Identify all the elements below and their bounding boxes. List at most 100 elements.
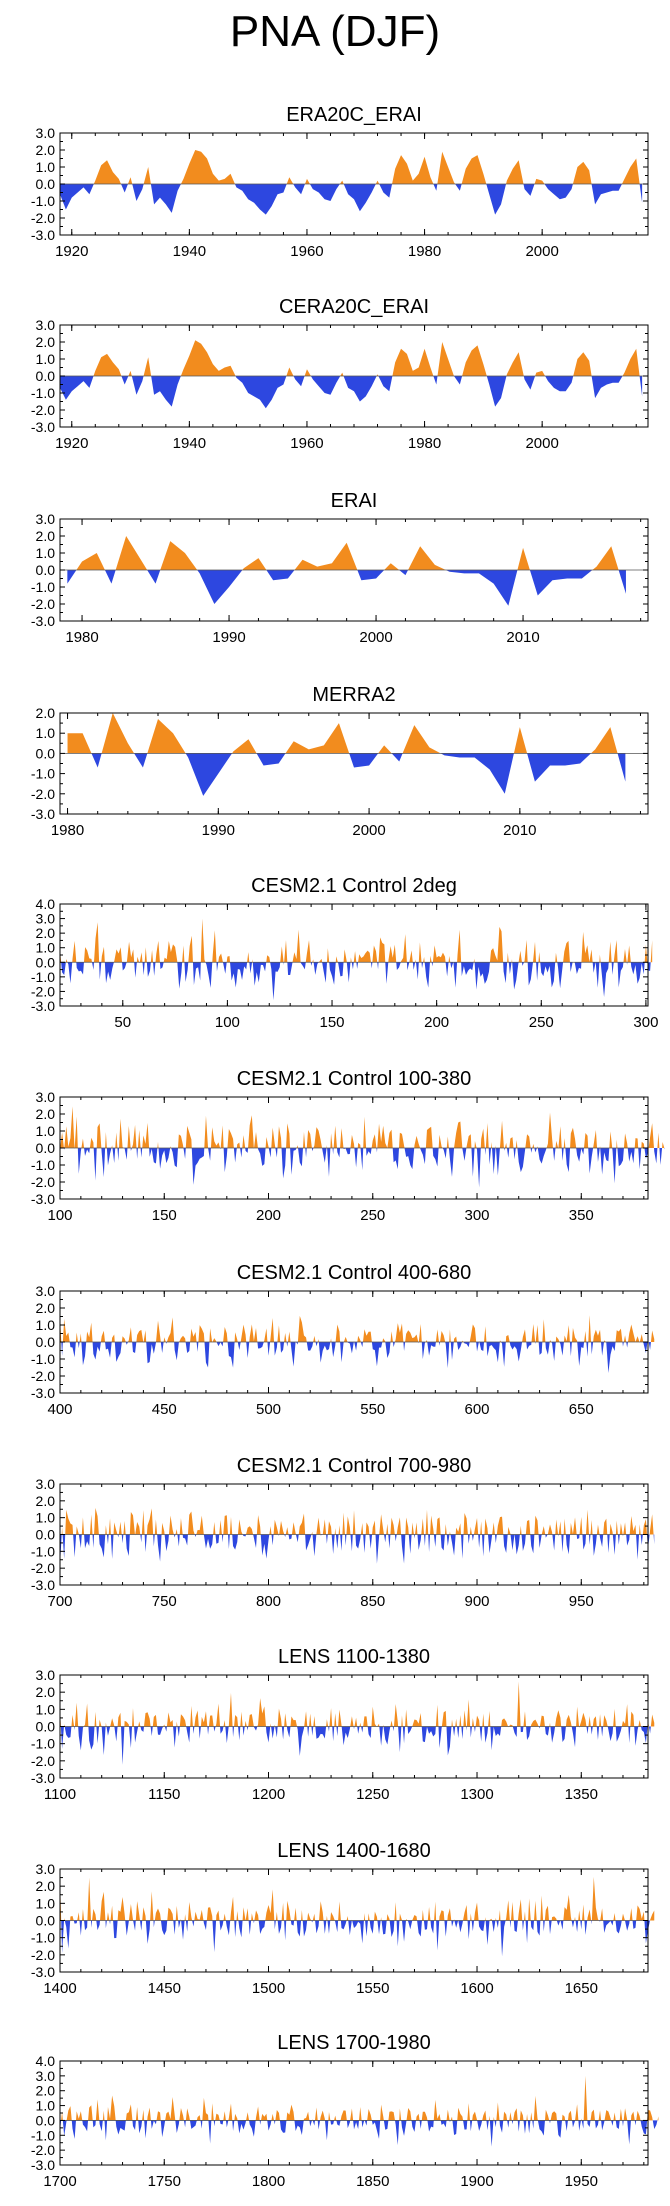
x-tick-label: 1650	[565, 1980, 598, 1997]
y-tick-label: -2.0	[31, 210, 55, 226]
y-tick-label: -3.0	[31, 1385, 55, 1401]
positive-area	[61, 2075, 659, 2121]
y-tick-label: -3.0	[31, 998, 55, 1014]
y-tick-label: -1.0	[31, 579, 55, 595]
x-tick-label: 1990	[212, 629, 245, 646]
x-tick-label: 1700	[43, 2173, 76, 2190]
x-tick-label: 2000	[525, 435, 558, 452]
x-tick-label: 500	[256, 1401, 281, 1418]
chart-panel-8: CESM2.1 Control 700-9803.02.01.00.0-1.0-…	[31, 1455, 655, 1610]
x-tick-label: 1960	[290, 243, 323, 260]
x-tick-label: 650	[569, 1401, 594, 1418]
y-tick-label: 3.0	[36, 1089, 56, 1105]
y-tick-label: -3.0	[31, 419, 55, 435]
x-tick-label: 1960	[290, 435, 323, 452]
x-tick-label: 1800	[252, 2173, 285, 2190]
y-tick-label: 1.0	[36, 940, 56, 956]
y-tick-label: 1.0	[36, 1123, 56, 1139]
chart-panel-6: CESM2.1 Control 100-3803.02.01.00.0-1.0-…	[31, 1068, 665, 1224]
page-title: PNA (DJF)	[229, 7, 441, 56]
y-tick-label: 0.0	[36, 954, 56, 970]
chart-panel-10: LENS 1400-16803.02.01.00.0-1.0-2.0-3.014…	[31, 1840, 655, 1997]
x-tick-label: 200	[256, 1207, 281, 1224]
x-tick-label: 250	[529, 1014, 554, 1031]
x-tick-label: 1900	[460, 2173, 493, 2190]
y-tick-label: -1.0	[31, 1157, 55, 1173]
x-tick-label: 800	[256, 1593, 281, 1610]
chart-title: ERAI	[331, 490, 378, 512]
y-tick-label: 3.0	[36, 1283, 56, 1299]
x-tick-label: 300	[465, 1207, 490, 1224]
y-tick-label: 0.0	[36, 745, 56, 761]
negative-area	[60, 184, 643, 215]
x-tick-label: 2000	[352, 822, 385, 839]
y-tick-label: 3.0	[36, 317, 56, 333]
negative-area	[61, 1920, 650, 1957]
x-tick-label: 1980	[65, 629, 98, 646]
plot-frame	[59, 2060, 649, 2166]
positive-area	[60, 1876, 655, 1921]
x-tick-label: 1150	[148, 1786, 180, 1803]
x-tick-label: 950	[569, 1593, 594, 1610]
y-tick-label: -3.0	[31, 806, 55, 822]
chart-panel-7: CESM2.1 Control 400-6803.02.01.00.0-1.0-…	[31, 1262, 655, 1418]
chart-title: CESM2.1 Control 100-380	[237, 1068, 472, 1090]
y-tick-label: 2.0	[36, 334, 56, 350]
positive-area	[93, 150, 640, 184]
x-tick-label: 100	[47, 1207, 72, 1224]
x-tick-label: 100	[215, 1014, 240, 1031]
y-tick-label: 1.0	[36, 159, 56, 175]
x-tick-label: 1100	[44, 1786, 76, 1803]
x-tick-label: 1980	[408, 435, 441, 452]
x-tick-label: 850	[360, 1593, 385, 1610]
chart-panel-5: CESM2.1 Control 2deg4.03.02.01.00.0-1.0-…	[31, 875, 659, 1031]
positive-area	[93, 340, 640, 376]
y-tick-label: -2.0	[31, 1947, 55, 1963]
positive-area	[67, 713, 618, 754]
negative-area	[67, 570, 626, 606]
y-tick-label: -2.0	[31, 596, 55, 612]
x-tick-label: 1350	[565, 1786, 598, 1803]
positive-area	[60, 1315, 655, 1342]
x-tick-label: 1940	[173, 243, 206, 260]
y-tick-label: -1.0	[31, 1543, 55, 1559]
positive-area	[76, 536, 619, 570]
y-tick-label: -2.0	[31, 2142, 55, 2158]
y-tick-label: -1.0	[31, 969, 55, 985]
positive-area	[60, 1106, 665, 1148]
x-tick-label: 1990	[202, 822, 235, 839]
x-tick-label: 350	[569, 1207, 594, 1224]
positive-area	[60, 1681, 655, 1727]
y-tick-label: 2.0	[36, 705, 56, 721]
x-tick-label: 600	[465, 1401, 490, 1418]
x-tick-label: 1500	[252, 1980, 285, 1997]
y-tick-label: -3.0	[31, 1191, 55, 1207]
chart-panel-2: CERA20C_ERAI 3.02.01.00.0-1.0-2.0-3.01920…	[31, 296, 649, 452]
chart-title: CERA20C_ERAI	[279, 296, 429, 318]
y-tick-label: 1.0	[36, 2098, 56, 2114]
y-tick-label: 0.0	[36, 2112, 56, 2128]
x-tick-label: 2010	[503, 822, 536, 839]
x-tick-label: 1920	[55, 435, 88, 452]
plot-frame	[59, 903, 649, 1007]
negative-area	[61, 1342, 651, 1373]
x-tick-label: 550	[360, 1401, 385, 1418]
y-tick-label: 2.0	[36, 1106, 56, 1122]
x-tick-label: 2010	[506, 629, 539, 646]
y-tick-label: 4.0	[36, 896, 56, 912]
x-tick-label: 1980	[408, 243, 441, 260]
y-tick-label: 3.0	[36, 1667, 56, 1683]
y-tick-label: -2.0	[31, 983, 55, 999]
chart-title: CESM2.1 Control 2deg	[251, 875, 457, 897]
y-tick-label: 0.0	[36, 368, 56, 384]
x-tick-label: 1750	[148, 2173, 181, 2190]
negative-area	[60, 1148, 665, 1188]
x-tick-label: 1550	[356, 1980, 389, 1997]
y-tick-label: -1.0	[31, 385, 55, 401]
x-tick-label: 1200	[252, 1786, 285, 1803]
chart-panel-11: LENS 1700-1980 4.03.02.01.00.0-1.0-2.0-3.…	[31, 2032, 659, 2190]
y-tick-label: -1.0	[31, 2127, 55, 2143]
